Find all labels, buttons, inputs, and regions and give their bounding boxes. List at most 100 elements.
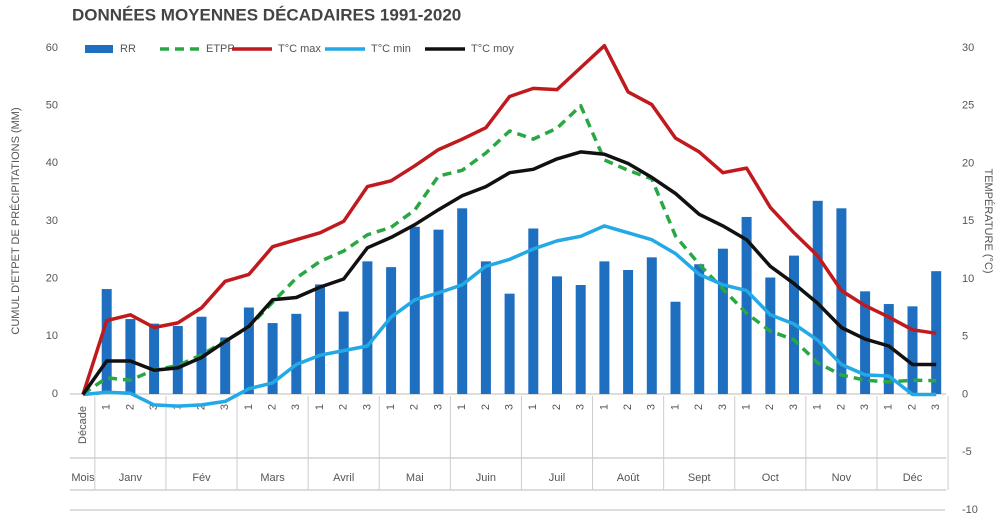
month-label: Sept [688,472,711,484]
bar [125,319,136,394]
x-tick-label: 1 [883,404,895,410]
x-tick-label: 3 [290,404,302,410]
month-label: Mai [406,472,424,484]
y2-tick-label: 20 [962,157,974,169]
x-tick-label: Décade [77,406,89,444]
month-label: Janv [119,472,143,484]
bar [599,261,610,394]
legend-swatch [85,45,113,53]
bar [504,293,515,394]
x-tick-label: 3 [219,404,231,410]
chart-title: DONNÉES MOYENNES DÉCADAIRES 1991-2020 [72,5,461,24]
month-label: Avril [333,472,354,484]
x-tick-label: 3 [504,404,516,410]
month-label: Nov [832,472,852,484]
x-tick-label: 3 [717,404,729,410]
y-tick-label: 50 [46,100,58,112]
legend-label: T°C moy [471,43,514,55]
y-tick-label: 40 [46,157,58,169]
y-tick-label: 0 [52,388,58,400]
x-tick-label: 2 [622,404,634,410]
x-tick-label: 2 [835,404,847,410]
bar [267,323,278,394]
x-tick-label: 1 [812,404,824,410]
x-tick-label: 3 [575,404,587,410]
bar [220,337,231,394]
x-tick-label: 1 [527,404,539,410]
x-tick-label: 2 [764,404,776,410]
y2-tick-label: 15 [962,215,974,227]
x-tick-label: 3 [859,404,871,410]
x-tick-label: 3 [361,404,373,410]
bar [836,208,847,394]
y2-tick-label: 30 [962,42,974,54]
bar [362,261,373,394]
bar [670,301,681,394]
line-2 [81,43,937,396]
bar [575,285,586,394]
month-label: Juil [549,472,566,484]
y2-tick-label: 10 [962,273,974,285]
bar [243,307,254,394]
x-tick-label: 1 [669,404,681,410]
x-tick-label: 3 [148,404,160,410]
bar [409,226,420,394]
bar [291,313,302,394]
x-tick-label: 3 [432,404,444,410]
x-tick-label: 2 [693,404,705,410]
y2-tick-label: 0 [962,388,968,400]
bar [860,291,871,394]
bar [315,284,325,394]
x-tick-label: 2 [480,404,492,410]
bar [883,304,894,394]
x-tick-label: 3 [788,404,800,410]
y-tick-label: 20 [46,273,58,285]
bar [149,323,160,394]
y2-tick-label: 25 [962,100,974,112]
bar [338,311,349,394]
month-label: Mars [260,472,285,484]
bar [694,264,705,394]
x-tick-label: 2 [409,404,421,410]
y2-tick-label: -5 [962,446,972,458]
y2-tick-label: 5 [962,331,968,343]
bar [812,200,823,394]
month-label: Mois [71,472,95,484]
month-label: Déc [903,472,923,484]
bar [623,270,634,394]
month-label: Oct [762,472,779,484]
bar [552,276,562,394]
x-tick-label: 2 [195,404,207,410]
x-tick-label: 1 [314,404,326,410]
bar [907,306,918,394]
legend-label: RR [120,43,136,55]
bar [765,277,776,394]
line-3 [82,224,937,408]
y-axis-title: CUMUL D'ETPET DE PRÉCIPITATIONS (MM) [9,107,22,334]
x-tick-label: 1 [243,404,255,410]
x-tick-label: 2 [551,404,563,410]
bar [480,261,491,394]
bar [646,257,657,394]
y-tick-label: 30 [46,215,58,227]
x-tick-label: 3 [646,404,658,410]
bar [717,248,728,394]
month-label: Fév [192,472,211,484]
x-tick-label: 1 [741,404,753,410]
bar [457,208,468,394]
y2-tick-label: -10 [962,504,978,516]
month-label: Juin [476,472,496,484]
bar [172,325,183,394]
bar [741,216,752,394]
x-tick-label: 2 [906,404,918,410]
x-tick-label: 2 [267,404,279,410]
x-tick-label: 3 [930,404,942,410]
x-tick-label: 1 [101,404,113,410]
legend-label: T°C max [278,43,321,55]
line-4 [81,150,937,396]
bar [101,289,112,394]
x-tick-label: 2 [338,404,350,410]
x-tick-label: 2 [124,404,136,410]
legend-label: T°C min [371,43,411,55]
